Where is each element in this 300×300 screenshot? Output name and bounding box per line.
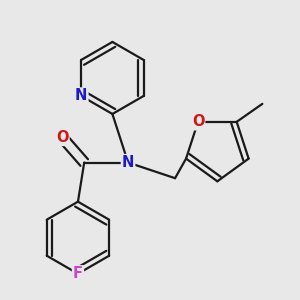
Text: F: F: [73, 266, 83, 281]
Text: O: O: [56, 130, 68, 145]
Text: N: N: [75, 88, 87, 104]
Text: N: N: [122, 155, 134, 170]
Text: O: O: [192, 114, 204, 129]
